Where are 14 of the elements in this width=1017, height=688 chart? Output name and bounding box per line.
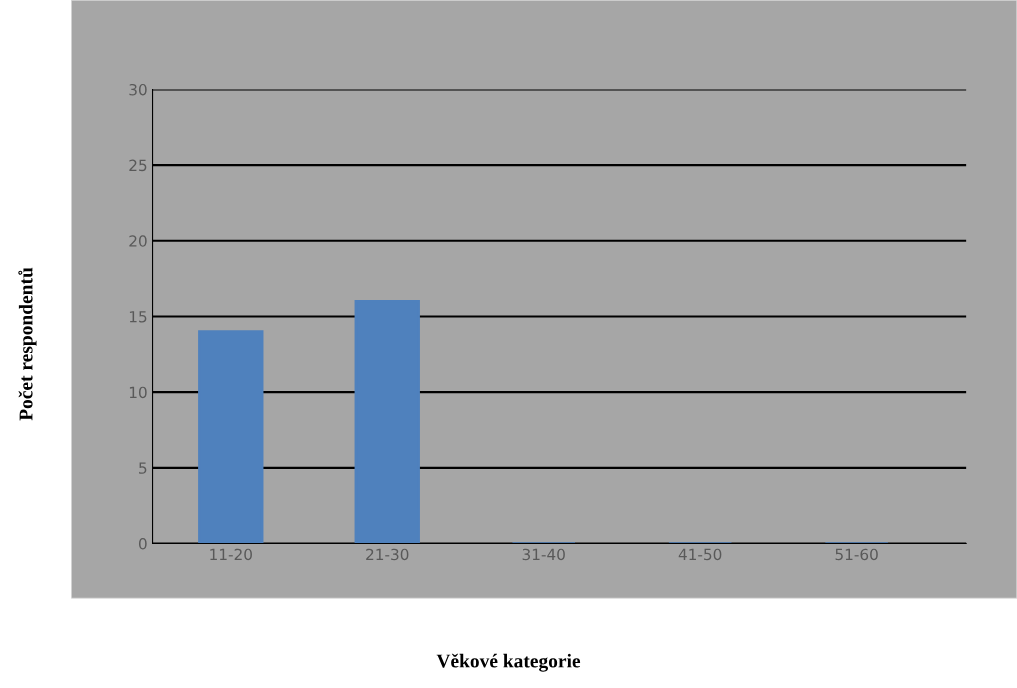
x-tick-label: 41-50 <box>678 548 722 561</box>
y-axis-title: Počet respondentů <box>18 267 37 421</box>
y-tick-label: 0 <box>138 537 147 550</box>
x-tick-label: 21-30 <box>366 548 409 561</box>
y-tick-label: 25 <box>129 159 147 172</box>
x-axis-title: Věkové kategorie <box>436 653 581 672</box>
x-tick-label: 31-40 <box>522 548 565 561</box>
x-tick-label: 51-60 <box>835 548 878 561</box>
y-tick-label: 30 <box>129 83 147 96</box>
y-tick-label: 5 <box>139 462 147 474</box>
y-tick-label: 10 <box>129 386 147 399</box>
y-tick-label: 20 <box>129 235 147 247</box>
y-tick-label: 15 <box>129 311 147 323</box>
x-tick-label: 11-20 <box>210 548 252 561</box>
